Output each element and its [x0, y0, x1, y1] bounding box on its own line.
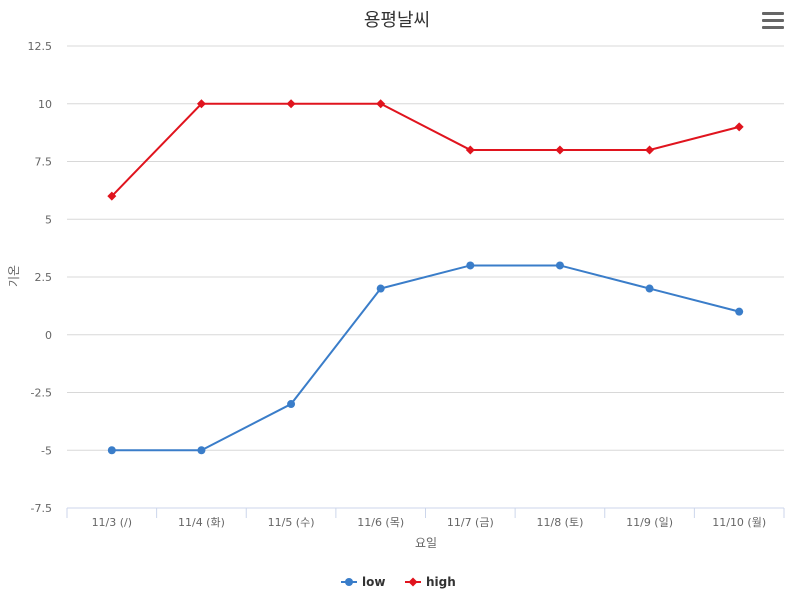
series-layer: [107, 99, 744, 455]
data-point-high: [107, 191, 117, 201]
x-axis-title: 요일: [415, 536, 437, 550]
x-tick-label: 11/7 (금): [447, 516, 494, 529]
series-line-low: [111, 264, 740, 452]
data-point-low: [197, 446, 206, 455]
y-tick-label: 2.5: [35, 271, 53, 284]
y-tick-label: 7.5: [35, 156, 53, 169]
legend-item-high[interactable]: high: [405, 575, 456, 589]
data-point-high: [196, 99, 206, 109]
menu-bar-icon: [762, 12, 784, 15]
y-tick-label: 10: [38, 98, 52, 111]
data-point-low: [555, 261, 564, 270]
x-tick-label: 11/6 (목): [357, 516, 404, 529]
y-axis-title: 기온: [7, 265, 21, 287]
data-point-high: [734, 122, 744, 132]
y-axis-ticks: -7.5 -5 -2.5 0 2.5 5 7.5 10 12.5: [28, 40, 53, 515]
data-point-high: [555, 145, 565, 155]
x-tick-label: 11/9 (일): [626, 515, 673, 529]
y-tick-label: 5: [45, 213, 52, 226]
data-point-low: [287, 400, 296, 409]
y-tick-label: 0: [45, 329, 52, 342]
grid-lines: [67, 45, 784, 451]
data-point-high: [645, 145, 655, 155]
x-tick-label: 11/3 (/): [92, 516, 133, 529]
y-tick-label: -7.5: [31, 502, 52, 515]
data-point-low: [376, 284, 385, 293]
legend-marker-high: [408, 577, 418, 587]
y-tick-label: -2.5: [31, 387, 52, 400]
y-tick-label: -5: [41, 444, 52, 457]
legend-label-low: low: [362, 575, 385, 589]
chart-title: 용평날씨: [363, 10, 431, 31]
y-tick-label: 12.5: [28, 40, 53, 53]
data-point-high: [286, 99, 296, 109]
data-point-low: [645, 284, 654, 293]
data-point-high: [465, 145, 475, 155]
x-tick-label: 11/10 (월): [712, 516, 766, 529]
data-point-low: [107, 446, 116, 455]
menu-bar-icon: [762, 19, 784, 22]
data-point-low: [735, 307, 744, 316]
context-menu-button[interactable]: [762, 12, 784, 30]
legend-marker-low: [345, 578, 353, 586]
data-point-low: [466, 261, 475, 270]
x-axis: 11/3 (/) 11/4 (화) 11/5 (수) 11/6 (목) 11/7 (금)…: [66, 507, 785, 529]
data-point-high: [376, 99, 386, 109]
x-tick-label: 11/8 (토): [536, 516, 583, 529]
legend-item-low[interactable]: low: [341, 575, 385, 589]
series-line-high: [111, 102, 740, 197]
legend: low high: [341, 575, 456, 589]
x-tick-label: 11/5 (수): [268, 516, 315, 529]
x-tick-label: 11/4 (화): [178, 516, 225, 529]
legend-label-high: high: [426, 575, 456, 589]
menu-bar-icon: [762, 26, 784, 29]
